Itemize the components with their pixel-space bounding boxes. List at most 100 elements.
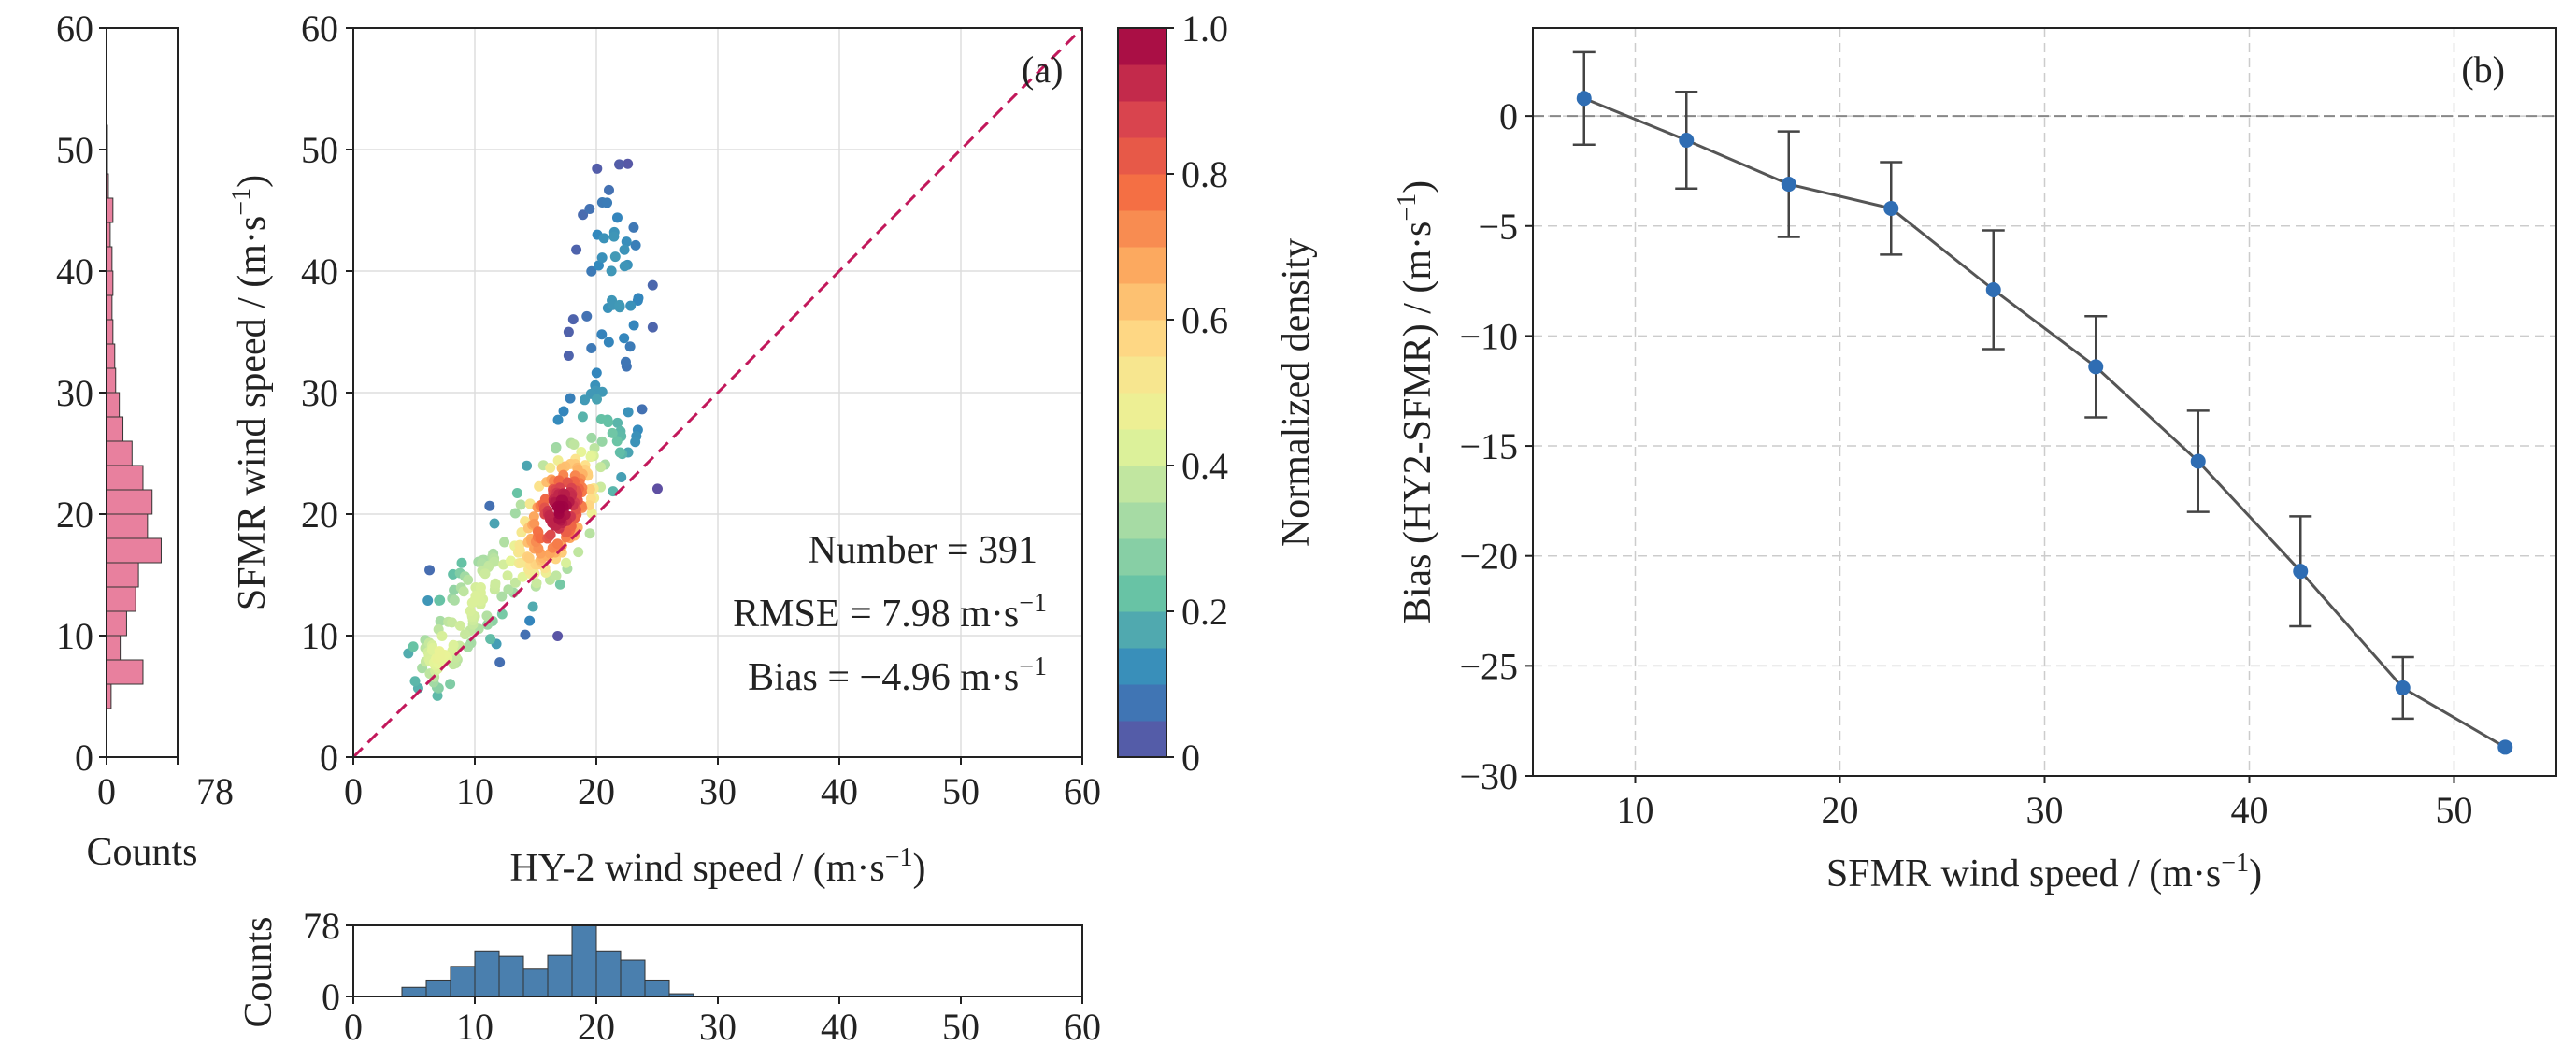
- colorbar-label: Normalized density: [1275, 238, 1318, 547]
- bias-line: [1583, 96, 2507, 749]
- bottom-histogram-bars: [401, 924, 694, 997]
- scatter-point: [607, 427, 618, 438]
- scatter-point: [651, 483, 663, 494]
- scatter-point: [531, 578, 542, 589]
- bias-point: [2088, 359, 2104, 375]
- scatter-point: [563, 326, 574, 337]
- bottom-histogram-x-tick-label: 0: [344, 1006, 363, 1048]
- scatter-point: [611, 212, 623, 223]
- left-histogram-bar: [106, 537, 162, 564]
- scatter-point: [577, 411, 588, 423]
- scatter-point: [528, 511, 539, 523]
- scatter-point: [647, 279, 658, 291]
- scatter-point: [584, 484, 595, 495]
- y-tick-label: 20: [301, 494, 338, 536]
- colorbar-band: [1118, 648, 1166, 685]
- x-tick-label: 10: [456, 770, 494, 812]
- scatter-point: [614, 159, 625, 170]
- scatter-point: [592, 163, 603, 174]
- colorbar-band: [1118, 684, 1166, 722]
- scatter-point: [585, 451, 596, 463]
- stats-box: Number = 391 RMSE = 7.98 m·s−1 Bias = −4…: [733, 529, 1047, 699]
- y-tick-label: 50: [301, 129, 338, 171]
- bias-x-tick-label: 10: [1617, 789, 1654, 831]
- bottom-histogram-x-tick-label: 10: [456, 1006, 494, 1048]
- left-histogram-x-tick-label: 0: [97, 770, 116, 812]
- scatter-point: [584, 528, 595, 539]
- bias-y-label: Bias (HY2-SFMR) / (m·s−1): [1393, 180, 1439, 623]
- scatter-point: [554, 579, 565, 590]
- colorbar-frame: [1117, 27, 1167, 758]
- scatter-point: [611, 436, 623, 447]
- scatter-point: [408, 641, 419, 652]
- scatter-point: [479, 568, 491, 580]
- scatter-point: [490, 578, 501, 589]
- scatter-point: [514, 545, 525, 556]
- bias-point: [2190, 453, 2206, 469]
- bias-y-tick-label: −30: [1459, 755, 1518, 797]
- colorbar-tick-label: 0.6: [1181, 299, 1228, 341]
- scatter-point: [596, 386, 608, 397]
- colorbar-band: [1118, 356, 1166, 394]
- scatter-point: [623, 407, 634, 418]
- scatter-point: [623, 158, 634, 169]
- scatter-point: [586, 342, 597, 353]
- bottom-histogram-x-tick-label: 50: [942, 1006, 980, 1048]
- colorbar-band: [1118, 429, 1166, 466]
- left-histogram-y-tick-label: 50: [56, 129, 93, 171]
- scatter-point: [545, 529, 556, 540]
- bias-point: [2395, 680, 2411, 695]
- bias-y-tick-label: 0: [1499, 95, 1518, 137]
- left-histogram-bar: [106, 586, 136, 612]
- bottom-histogram-bar: [401, 986, 427, 997]
- scatter-point: [551, 570, 562, 581]
- colorbar-band: [1118, 320, 1166, 357]
- scatter-point: [602, 197, 613, 208]
- scatter-point: [520, 629, 531, 640]
- scatter-point: [509, 508, 521, 519]
- scatter-point: [568, 439, 580, 451]
- left-histogram-y-tick-label: 60: [56, 7, 93, 50]
- scatter-point: [624, 341, 636, 352]
- scatter-point: [614, 299, 625, 310]
- scatter-point: [485, 634, 496, 645]
- bias-x-tick-label: 20: [1822, 789, 1859, 831]
- bias-panel: 10 20 30 40 50 0 −5 −10 −15 −20 −25 −30 (b) SFMR w…: [1393, 27, 2557, 895]
- bias-y-tick-label: −25: [1459, 645, 1518, 687]
- scatter-point: [608, 231, 620, 242]
- stat-number: Number = 391: [809, 529, 1038, 572]
- colorbar-band: [1118, 247, 1166, 284]
- left-histogram-bar: [106, 343, 116, 369]
- bottom-histogram-bar: [474, 950, 500, 997]
- left-histogram-y-ticks: 0 10 20 30 40 50 60: [56, 7, 107, 779]
- scatter-point: [494, 657, 506, 668]
- scatter-point: [458, 586, 469, 597]
- scatter-point: [565, 393, 576, 404]
- y-tick-label: 40: [301, 251, 338, 293]
- bottom-histogram-bar: [595, 950, 622, 997]
- scatter-point: [460, 629, 471, 640]
- colorbar-band: [1118, 28, 1166, 65]
- scatter-point: [606, 265, 617, 277]
- colorbar-band: [1118, 210, 1166, 248]
- scatter-point: [628, 320, 639, 331]
- left-histogram-x-label: Counts: [86, 831, 197, 874]
- scatter-point: [449, 594, 460, 606]
- scatter-point: [614, 447, 625, 458]
- colorbar-band: [1118, 466, 1166, 503]
- bottom-histogram-bar: [620, 959, 646, 997]
- scatter-points: [403, 158, 663, 701]
- scatter-point: [489, 518, 500, 529]
- scatter-point: [592, 394, 603, 405]
- scatter-point: [576, 446, 587, 457]
- scatter-point: [463, 641, 474, 652]
- bottom-histogram-x-tick-label: 40: [821, 1006, 858, 1048]
- left-histogram-bar: [106, 489, 153, 515]
- scatter-point: [637, 404, 648, 415]
- scatter-point: [465, 606, 476, 617]
- scatter-point: [612, 417, 623, 428]
- colorbar-ticks: 0 0.2 0.4 0.6 0.8 1.0: [1166, 7, 1228, 779]
- left-histogram-bar: [106, 635, 122, 661]
- bottom-histogram-bar: [450, 966, 476, 997]
